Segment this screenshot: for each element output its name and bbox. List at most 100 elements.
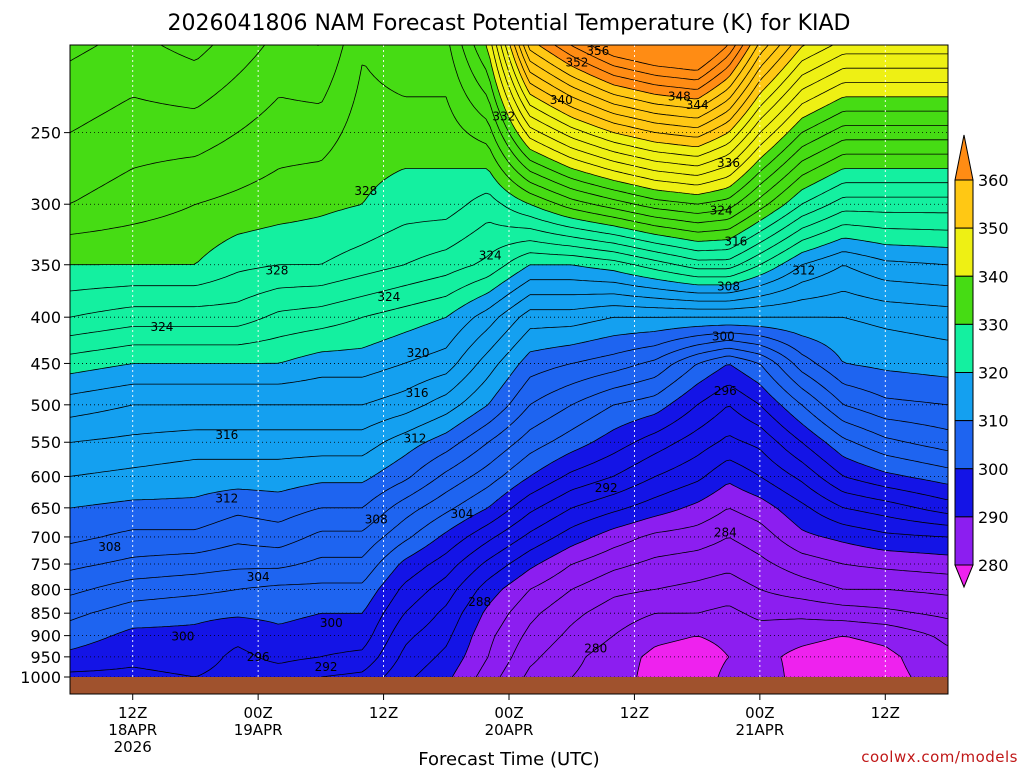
- contour-label: 324: [377, 290, 400, 304]
- contour-label: 316: [215, 428, 238, 442]
- y-tick-label: 700: [30, 528, 61, 547]
- contour-label: 312: [215, 492, 238, 506]
- contour-label: 280: [584, 642, 607, 656]
- contour-label: 308: [717, 280, 740, 294]
- y-tick-label: 350: [30, 256, 61, 275]
- contour-294K: [383, 435, 948, 677]
- contour-label: 304: [451, 507, 474, 521]
- contour-366K: [590, 45, 728, 71]
- contour-label: 324: [151, 320, 174, 334]
- contour-label: 296: [247, 650, 270, 664]
- contour-label: 324: [479, 249, 502, 263]
- contour-314K: [70, 291, 948, 443]
- x-tick-label: 18APR: [108, 721, 157, 739]
- contour-label: 300: [171, 629, 194, 643]
- contour-360K: [538, 45, 751, 100]
- contour-346K: [500, 45, 948, 167]
- contour-label: 300: [712, 329, 735, 343]
- contour-320K: [70, 237, 948, 375]
- colorbar-tick-label: 330: [978, 315, 1009, 334]
- y-tick-label: 600: [30, 467, 61, 486]
- colorbar: 280 290 300 310 320 330 340 350 360: [954, 134, 1009, 589]
- contour-298K: [70, 384, 948, 677]
- contour-284K: [523, 572, 948, 677]
- y-tick-label: 850: [30, 604, 61, 623]
- colorbar-swatch: [954, 516, 974, 566]
- theta-filled-contours: [70, 45, 948, 677]
- colorbar-swatch: [954, 179, 974, 229]
- contour-356K: [523, 45, 769, 119]
- contour-354K: [518, 45, 781, 128]
- contour-324K: [70, 210, 948, 337]
- contour-362K: [554, 45, 744, 90]
- contour-label: 316: [724, 235, 747, 249]
- contour-364K: [570, 45, 736, 81]
- colorbar-swatch: [954, 372, 974, 422]
- contour-label: 288: [468, 595, 491, 609]
- y-tick-label: 550: [30, 433, 61, 452]
- x-tick-label: 12Z: [871, 704, 900, 722]
- contour-labels: 3563523483443403363323283283243243243243…: [98, 44, 815, 674]
- contour-label: 324: [710, 204, 733, 218]
- colorbar-tick-label: 320: [978, 364, 1009, 383]
- theta-fill-270-280: [636, 635, 912, 677]
- contour-label: 292: [315, 660, 338, 674]
- x-tick-label: 00Z: [745, 704, 774, 722]
- x-tick-label: 21APR: [735, 721, 784, 739]
- theta-fill-310-320: [70, 237, 948, 509]
- theta-contour-lines: [70, 45, 948, 677]
- contour-label: 308: [365, 513, 388, 527]
- x-axis-title: Forecast Time (UTC): [418, 749, 599, 768]
- y-tick-label: 950: [30, 648, 61, 667]
- ground-bar: [70, 677, 948, 694]
- colorbar-arrow-top: [954, 134, 974, 181]
- y-tick-label: 900: [30, 627, 61, 646]
- contour-328K: [70, 182, 948, 292]
- colorbar-tick-label: 300: [978, 460, 1009, 479]
- contour-330K: [70, 168, 948, 266]
- x-tick-label: 12Z: [118, 704, 147, 722]
- contour-label: 284: [714, 525, 737, 539]
- colorbar-tick-label: 310: [978, 412, 1009, 431]
- chart-title: 2026041806 NAM Forecast Potential Temper…: [168, 11, 851, 36]
- contour-label: 352: [565, 55, 588, 69]
- contour-label: 316: [406, 386, 429, 400]
- y-tick-label: 500: [30, 396, 61, 415]
- y-tick-label: 800: [30, 580, 61, 599]
- x-tick-label: 12Z: [369, 704, 398, 722]
- contour-label: 328: [266, 263, 289, 277]
- contour-332K: [70, 64, 948, 235]
- contour-label: 344: [686, 98, 709, 112]
- contour-label: 312: [403, 432, 426, 446]
- contour-326K: [70, 196, 948, 318]
- y-tick-label: 400: [30, 308, 61, 327]
- y-tick-label: 300: [30, 195, 61, 214]
- contour-label: 304: [247, 570, 270, 584]
- x-tick-label: 19APR: [234, 721, 283, 739]
- contour-302K: [70, 355, 948, 622]
- contour-label: 296: [714, 384, 737, 398]
- credit-link[interactable]: coolwx.com/models: [861, 748, 1018, 766]
- contour-312K: [70, 316, 948, 477]
- colorbar-arrow-bottom: [954, 564, 974, 589]
- contour-340K: [485, 45, 948, 195]
- contour-318K: [70, 251, 948, 395]
- y-axis: 250 300 350 400 450 500 550 600 650 700 750 800 850 9…: [20, 124, 70, 687]
- colorbar-swatch: [954, 420, 974, 470]
- contour-label: 348: [668, 89, 691, 103]
- contour-288K: [475, 508, 948, 677]
- x-tick-label: 2026: [114, 738, 152, 756]
- contour-290K: [451, 483, 948, 677]
- colorbar-swatch: [954, 468, 974, 518]
- contour-label: 356: [586, 44, 609, 58]
- colorbar-swatch: [954, 275, 974, 325]
- contour-304K: [70, 347, 948, 596]
- contour-300K: [70, 364, 948, 651]
- contour-label: 332: [492, 110, 515, 124]
- contour-label: 328: [354, 184, 377, 198]
- grid-lines: [70, 45, 948, 677]
- colorbar-tick-label: 340: [978, 267, 1009, 286]
- contour-310K: [70, 324, 948, 509]
- contour-280K: [636, 635, 912, 677]
- contour-352K: [513, 45, 792, 138]
